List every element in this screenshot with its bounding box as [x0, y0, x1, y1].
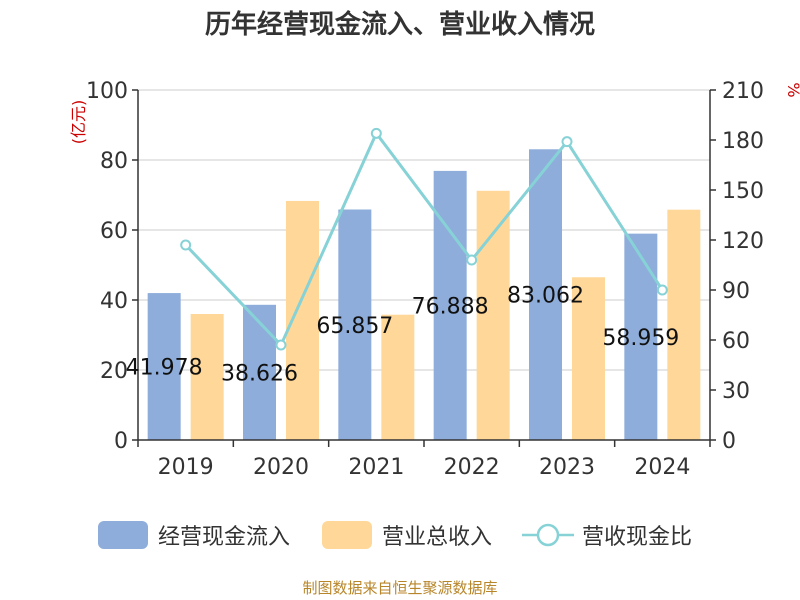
bar-cash-inflow — [338, 209, 372, 440]
legend-label-cash-inflow: 经营现金流入 — [158, 525, 291, 550]
data-label: 41.978 — [126, 356, 203, 381]
y-left-tick-label: 40 — [100, 289, 128, 314]
data-label: 58.959 — [602, 326, 679, 351]
legend-label-ratio: 营收现金比 — [582, 525, 693, 550]
data-label: 65.857 — [316, 314, 393, 339]
legend-item-cash-inflow[interactable]: 经营现金流入 — [98, 518, 290, 552]
bar-cash-inflow — [147, 293, 181, 440]
y-right-tick-label: 210 — [722, 79, 764, 104]
y-right-tick-label: 30 — [722, 379, 750, 404]
legend-label-revenue: 营业总收入 — [382, 525, 493, 550]
chart-title: 历年经营现金流入、营业收入情况 — [204, 10, 595, 40]
y-right-tick-label: 180 — [722, 129, 764, 154]
legend-swatch-revenue — [322, 521, 372, 549]
data-label: 76.888 — [412, 294, 489, 319]
bar-cash-inflow — [243, 304, 276, 440]
y-left-tick-label: 60 — [100, 219, 128, 244]
x-tick-label: 2023 — [539, 455, 595, 480]
legend-line-icon — [522, 523, 574, 547]
legend-item-ratio[interactable]: 营收现金比 — [522, 518, 692, 552]
x-tick-label: 2024 — [634, 455, 690, 480]
y-left-tick-label: 20 — [100, 359, 128, 384]
bar-revenue — [381, 314, 415, 440]
x-tick-label: 2021 — [348, 455, 404, 480]
ratio-point — [275, 339, 287, 351]
y-left-tick-label: 100 — [86, 79, 128, 104]
ratio-point — [466, 254, 478, 266]
y-left-axis-label: (亿元) — [69, 100, 88, 145]
y-right-tick-label: 60 — [722, 329, 750, 354]
legend-item-revenue[interactable]: 营业总收入 — [322, 518, 492, 552]
legend-swatch-cash-inflow — [98, 521, 148, 549]
y-right-tick-label: 0 — [722, 429, 736, 454]
y-right-tick-label: 150 — [722, 179, 764, 204]
ratio-line — [184, 130, 664, 348]
y-right-tick-label: 90 — [722, 279, 750, 304]
bar-revenue — [667, 209, 701, 440]
y-left-tick-label: 0 — [114, 429, 128, 454]
ratio-point — [370, 127, 382, 139]
y-right-tick-label: 120 — [722, 229, 764, 254]
ratio-point — [561, 136, 573, 148]
bar-cash-inflow — [624, 233, 658, 440]
source-note: 制图数据来自恒生聚源数据库 — [302, 579, 498, 597]
x-tick-label: 2019 — [158, 455, 214, 480]
bar-revenue — [572, 277, 605, 440]
ratio-point — [180, 239, 192, 251]
y-left-tick-label: 80 — [100, 149, 128, 174]
x-tick-label: 2020 — [253, 455, 309, 480]
bar-revenue — [190, 314, 224, 440]
ratio-point — [656, 284, 668, 296]
data-label: 38.626 — [221, 361, 298, 386]
data-label: 83.062 — [507, 284, 584, 309]
y-right-axis-label: % — [784, 82, 800, 97]
bar-cash-inflow — [529, 149, 562, 440]
x-tick-label: 2022 — [444, 455, 500, 480]
